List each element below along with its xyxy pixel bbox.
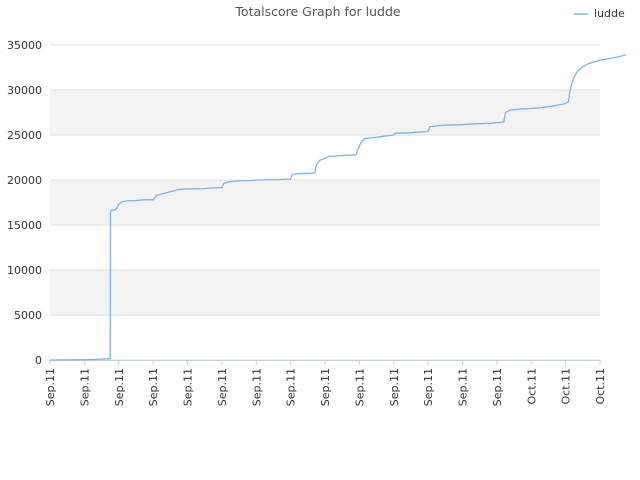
x-axis-labels: Sep.11 Sep.11 Sep.11 Sep.11 Sep.11 Sep.11 Sep.…: [44, 368, 607, 406]
x-tick-label: Sep.11: [285, 368, 298, 406]
x-tick-label: Sep.11: [388, 368, 401, 406]
plot-band: [50, 40, 600, 90]
grid-lines: [50, 44, 600, 361]
x-tick-label: Sep.11: [44, 368, 57, 406]
y-tick-label: 0: [35, 354, 42, 367]
plot-band: [50, 315, 600, 360]
x-tick-label: Sep.11: [250, 368, 263, 406]
x-tick-label: Oct.11: [594, 368, 607, 405]
x-tick-label: Sep.11: [113, 368, 126, 406]
x-tick-label: Sep.11: [491, 368, 504, 406]
legend-label-ludde[interactable]: ludde: [594, 7, 625, 20]
plot-band: [50, 90, 600, 135]
plot-band: [50, 225, 600, 270]
x-tick-label: Oct.11: [525, 368, 538, 405]
y-tick-label: 25000: [7, 129, 42, 142]
y-tick-label: 30000: [7, 84, 42, 97]
x-tick-label: Sep.11: [216, 368, 229, 406]
x-tick-label: Sep.11: [353, 368, 366, 406]
y-axis-labels: 0 5000 10000 15000 20000 25000 30000 35000: [7, 39, 42, 367]
y-tick-label: 10000: [7, 264, 42, 277]
plot-band: [50, 270, 600, 315]
legend[interactable]: ludde: [574, 7, 625, 20]
x-tick-label: Sep.11: [422, 368, 435, 406]
x-tick-label: Sep.11: [78, 368, 91, 406]
series-line-ludde[interactable]: [49, 54, 626, 361]
x-tick-label: Sep.11: [457, 368, 470, 406]
y-tick-label: 15000: [7, 219, 42, 232]
x-tick-label: Oct.11: [560, 368, 573, 405]
x-tick-label: Sep.11: [319, 368, 332, 406]
series-layer: [49, 54, 626, 361]
y-tick-label: 20000: [7, 174, 42, 187]
y-tick-label: 35000: [7, 39, 42, 52]
plot-band: [50, 135, 600, 180]
x-axis-ticks: [49, 360, 601, 365]
plot-band: [50, 180, 600, 225]
chart-title: Totalscore Graph for ludde: [234, 4, 400, 19]
plot-background-bands: [50, 40, 600, 360]
x-tick-label: Sep.11: [182, 368, 195, 406]
y-tick-label: 5000: [14, 309, 42, 322]
x-tick-label: Sep.11: [147, 368, 160, 406]
